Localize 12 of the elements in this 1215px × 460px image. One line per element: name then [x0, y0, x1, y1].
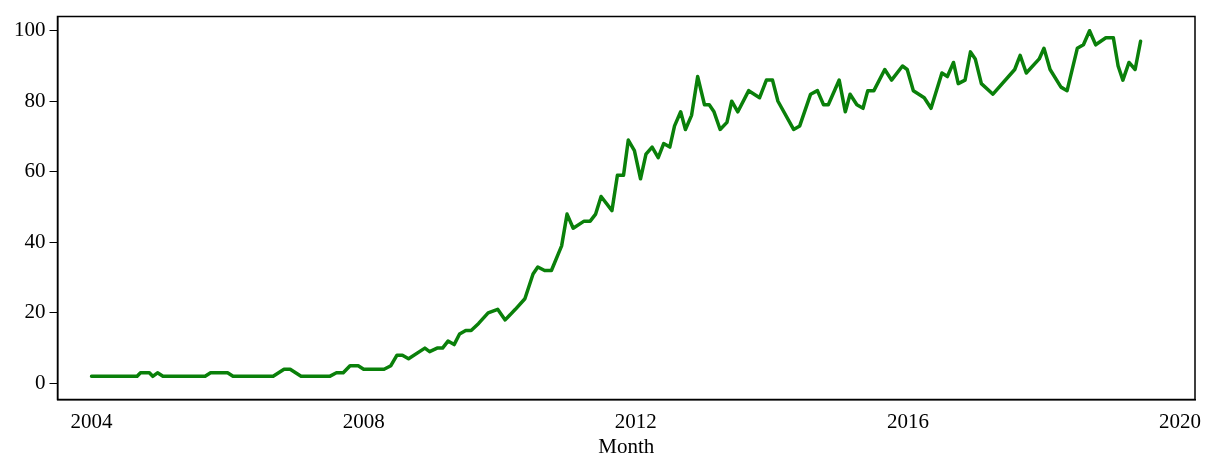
y-tick-label: 60 [24, 158, 46, 183]
x-tick-label: 2008 [342, 408, 385, 433]
y-tick-label: 100 [14, 17, 46, 42]
x-tick-label: 2012 [614, 408, 657, 433]
x-tick-label: 2004 [70, 408, 114, 433]
y-tick-label: 20 [24, 299, 46, 324]
x-tick-label: 2016 [886, 408, 929, 433]
x-axis-title: Month [598, 433, 655, 458]
y-tick-label: 40 [24, 228, 46, 253]
x-tick-label: 2020 [1159, 408, 1202, 433]
y-tick-label: 0 [35, 369, 46, 394]
y-tick-label: 80 [24, 87, 46, 112]
